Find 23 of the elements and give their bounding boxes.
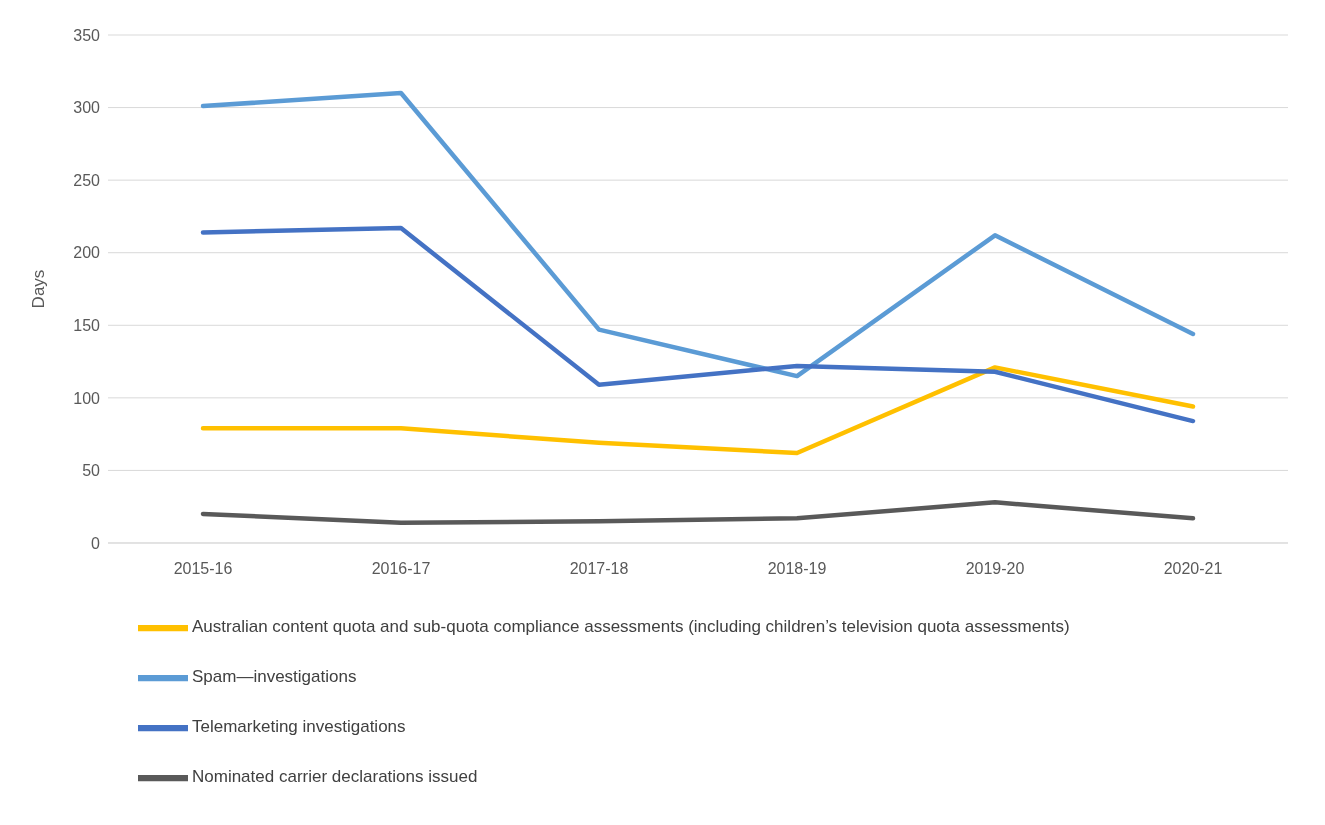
line-series [200, 365, 1196, 456]
line-series [200, 90, 1196, 379]
line-series [200, 500, 1196, 525]
legend-label: Spam—investigations [192, 667, 357, 687]
legend-label: Nominated carrier declarations issued [192, 767, 478, 787]
x-tick-label: 2015-16 [173, 560, 233, 578]
x-tick-label: 2017-18 [569, 560, 629, 578]
y-tick-label: 0 [91, 534, 101, 552]
y-tick-label: 250 [73, 171, 101, 189]
x-tick-label: 2018-19 [767, 560, 827, 578]
y-tick-label: 200 [73, 244, 101, 262]
line-series [200, 225, 1196, 424]
x-tick-label: 2016-17 [371, 560, 431, 578]
x-tick-label: 2020-21 [1163, 560, 1223, 578]
y-tick-label: 50 [82, 462, 101, 480]
y-tick-label: 300 [73, 99, 101, 117]
y-tick-label: 150 [73, 316, 101, 334]
y-tick-label: 100 [73, 389, 101, 407]
y-axis-title: Days [29, 269, 49, 309]
y-tick-label: 350 [73, 26, 101, 44]
legend-label: Telemarketing investigations [192, 717, 406, 737]
legend-label: Australian content quota and sub-quota compliance assessments (including children’s television quota assessments) [192, 617, 1070, 637]
x-tick-label: 2019-20 [965, 560, 1025, 578]
